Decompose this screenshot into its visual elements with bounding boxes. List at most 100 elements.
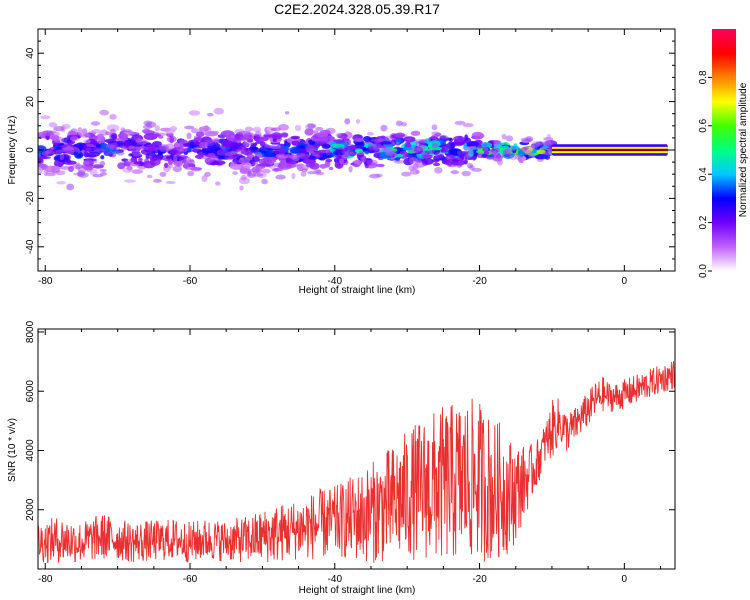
spectral-blob <box>299 148 307 154</box>
spectral-halo <box>190 128 199 134</box>
spectral-halo <box>344 118 351 125</box>
y-tick-label: 4000 <box>25 439 36 462</box>
spectral-halo <box>59 153 65 161</box>
spectral-blob <box>164 162 169 169</box>
spectral-blob <box>203 125 210 132</box>
spectral-halo <box>142 124 153 130</box>
spectral-blob <box>38 156 51 160</box>
y-tick-label: 40 <box>25 47 36 59</box>
spectral-halo <box>259 142 268 146</box>
spectral-halo <box>104 151 114 156</box>
x-tick-label: -60 <box>183 276 198 287</box>
spectral-halo <box>482 142 487 147</box>
spectral-halo <box>284 111 290 115</box>
spectral-blob <box>133 161 144 165</box>
spectral-halo <box>254 130 262 137</box>
spectral-halo <box>239 157 245 161</box>
spectral-halo <box>441 145 448 153</box>
spectral-blob <box>464 134 469 142</box>
spectral-halo <box>193 135 202 140</box>
spectral-halo <box>439 135 449 140</box>
spectral-halo <box>56 180 66 185</box>
spectral-halo <box>393 159 406 164</box>
colorbar-tick-label: 0.4 <box>698 167 709 181</box>
spectral-blob <box>450 142 456 149</box>
spectral-blob <box>149 154 158 162</box>
spectral-blob <box>448 137 453 143</box>
spectral-halo <box>109 113 117 120</box>
spectral-halo <box>306 170 317 175</box>
spectral-halo <box>375 173 383 178</box>
spectral-halo <box>388 150 398 158</box>
spectral-blob <box>117 162 126 170</box>
spectral-blob <box>429 146 443 151</box>
spectral-halo <box>543 140 552 146</box>
spectral-blob <box>432 162 441 167</box>
spectral-halo <box>55 170 66 176</box>
spectral-halo <box>315 171 325 176</box>
spectral-halo <box>220 146 226 150</box>
spectral-halo <box>472 136 482 140</box>
spectral-halo <box>121 146 128 151</box>
spectral-halo <box>179 147 188 153</box>
x-tick-label: 0 <box>622 276 628 287</box>
spectral-halo <box>214 138 220 146</box>
snr-x-label: Height of straight line (km) <box>299 585 416 596</box>
spectral-halo <box>275 174 286 180</box>
spectral-blob <box>187 170 195 177</box>
spectral-blob <box>460 152 465 160</box>
spectral-blob <box>169 135 174 144</box>
spectral-halo <box>307 123 317 129</box>
spectrogram-data <box>38 107 675 191</box>
spectral-halo <box>539 146 547 151</box>
spectral-halo <box>43 169 48 177</box>
spectral-blob <box>244 126 254 132</box>
spectral-halo <box>537 158 544 162</box>
spectral-halo <box>348 165 353 173</box>
spectral-halo <box>135 138 143 143</box>
spectral-halo <box>153 178 162 183</box>
spectral-blob <box>86 152 100 157</box>
spectral-blob <box>305 163 316 168</box>
spectral-halo <box>523 146 529 151</box>
spectral-halo <box>213 107 225 115</box>
spectral-halo <box>234 129 246 135</box>
spectral-halo <box>344 138 349 143</box>
colorbar-ticks: 0.0 0.2 0.4 0.6 0.8 <box>698 70 712 278</box>
snr-x-ticks: -80 -60 -40 -20 0 <box>38 329 662 585</box>
spectral-halo <box>172 165 182 173</box>
spectral-halo <box>381 147 392 152</box>
spectral-halo <box>190 167 202 172</box>
spectral-blob <box>333 139 348 143</box>
spectral-blob <box>410 130 421 136</box>
spectral-blob <box>159 127 172 132</box>
spectral-halo <box>48 122 58 128</box>
spectral-halo <box>99 160 106 167</box>
spectral-blob <box>204 131 219 137</box>
spectral-blob <box>353 159 362 165</box>
spectral-halo <box>77 170 86 177</box>
spectral-halo <box>492 140 501 145</box>
spectral-blob <box>258 158 272 165</box>
spectral-blob <box>221 140 235 148</box>
x-tick-label: -40 <box>328 574 343 585</box>
spectral-halo <box>315 126 324 131</box>
spectral-blob <box>117 132 128 139</box>
spectral-halo <box>337 147 347 151</box>
spectral-halo <box>389 156 395 162</box>
spectral-halo <box>50 131 61 138</box>
spectral-blob <box>100 155 105 160</box>
spectral-halo <box>99 168 107 172</box>
spectral-halo <box>154 125 161 132</box>
spectral-blob <box>137 157 143 162</box>
spectral-halo <box>125 159 133 165</box>
spectral-blob <box>254 136 269 142</box>
spectral-halo <box>395 141 400 148</box>
spectral-halo <box>416 144 426 152</box>
spectral-halo <box>335 132 342 137</box>
spectral-blob <box>196 155 203 160</box>
spectral-halo <box>92 174 104 178</box>
spectral-blob <box>328 166 334 170</box>
spectral-halo <box>240 135 250 142</box>
spectral-halo <box>525 135 534 143</box>
